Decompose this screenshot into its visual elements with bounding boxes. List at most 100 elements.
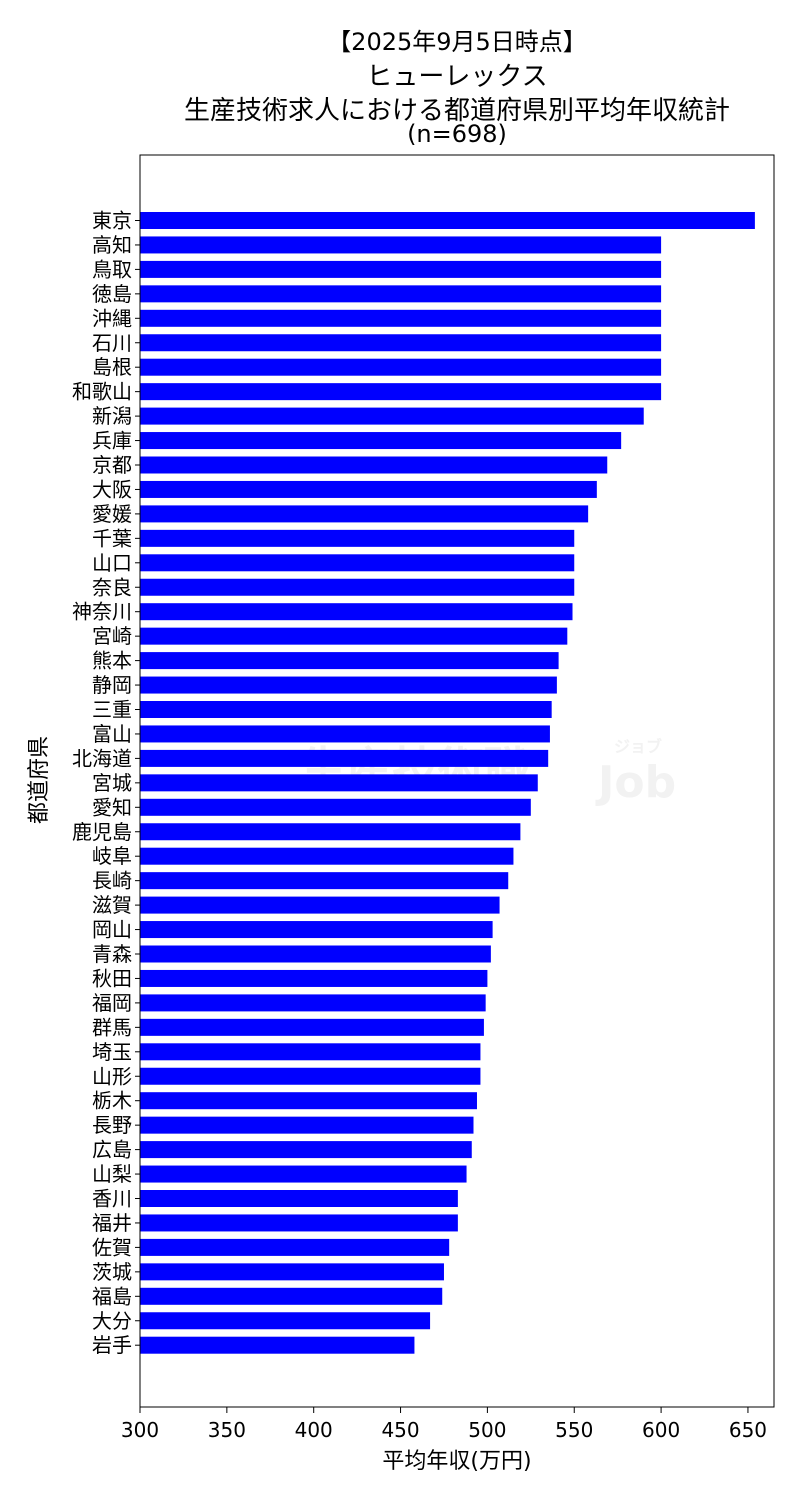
bar-岡山 [140, 921, 493, 939]
bar-福島 [140, 1287, 443, 1305]
watermark-job-text: Job [595, 757, 676, 808]
x-tick-label-300: 300 [121, 1418, 159, 1442]
y-tick-label-埼玉: 埼玉 [92, 1040, 132, 1064]
y-tick-label-鳥取: 鳥取 [92, 257, 132, 281]
bar-長野 [140, 1116, 474, 1134]
y-tick-label-千葉: 千葉 [92, 526, 132, 550]
x-tick-label-350: 350 [208, 1418, 246, 1442]
bar-高知 [140, 236, 662, 254]
bar-宮城 [140, 774, 538, 792]
bar-福岡 [140, 994, 486, 1012]
y-tick-label-島根: 島根 [92, 355, 132, 379]
y-tick-label-沖縄: 沖縄 [92, 306, 132, 330]
y-tick-label-神奈川: 神奈川 [72, 600, 132, 624]
bar-大分 [140, 1312, 431, 1330]
bar-北海道 [140, 749, 549, 767]
y-tick-label-鹿児島: 鹿児島 [72, 820, 132, 844]
bar-和歌山 [140, 383, 662, 401]
y-tick-label-奈良: 奈良 [92, 575, 132, 599]
x-tick-label-600: 600 [642, 1418, 680, 1442]
y-tick-label-静岡: 静岡 [92, 673, 132, 697]
y-tick-label-東京: 東京 [92, 209, 132, 233]
bar-鹿児島 [140, 823, 521, 841]
y-tick-label-愛知: 愛知 [92, 795, 132, 819]
bars-group [140, 212, 755, 1354]
y-tick-label-岩手: 岩手 [92, 1333, 132, 1357]
x-tick-label-500: 500 [468, 1418, 506, 1442]
y-tick-label-富山: 富山 [92, 722, 132, 746]
bar-岩手 [140, 1336, 415, 1354]
bar-青森 [140, 945, 491, 963]
bar-秋田 [140, 969, 488, 987]
bar-鳥取 [140, 260, 662, 278]
bar-愛媛 [140, 505, 589, 523]
bar-沖縄 [140, 309, 662, 327]
bar-石川 [140, 334, 662, 352]
bar-長崎 [140, 872, 509, 890]
y-tick-label-宮城: 宮城 [92, 771, 132, 795]
bar-山形 [140, 1067, 481, 1085]
y-tick-label-高知: 高知 [92, 233, 132, 257]
x-tick-label-550: 550 [555, 1418, 593, 1442]
bar-栃木 [140, 1092, 477, 1110]
bar-茨城 [140, 1263, 444, 1281]
y-tick-label-兵庫: 兵庫 [92, 429, 132, 453]
y-tick-label-栃木: 栃木 [92, 1089, 132, 1113]
x-tick-label-400: 400 [295, 1418, 333, 1442]
y-tick-label-長崎: 長崎 [92, 869, 132, 893]
chart-title-date: 【2025年9月5日時点】 [327, 28, 587, 56]
bar-熊本 [140, 652, 559, 670]
y-tick-label-群馬: 群馬 [92, 1015, 132, 1039]
bar-佐賀 [140, 1238, 450, 1256]
bar-東京 [140, 212, 755, 229]
bar-埼玉 [140, 1043, 481, 1061]
y-axis-label: 都道府県 [27, 736, 52, 824]
y-tick-label-山口: 山口 [92, 551, 132, 575]
y-tick-label-新潟: 新潟 [92, 404, 132, 428]
bar-福井 [140, 1214, 458, 1232]
y-tick-label-石川: 石川 [92, 331, 132, 355]
y-tick-label-三重: 三重 [92, 698, 132, 722]
x-axis-label: 平均年収(万円) [382, 1449, 531, 1474]
bar-広島 [140, 1141, 472, 1159]
y-tick-label-茨城: 茨城 [92, 1260, 132, 1284]
y-tick-label-佐賀: 佐賀 [92, 1235, 132, 1259]
y-tick-labels: 東京高知鳥取徳島沖縄石川島根和歌山新潟兵庫京都大阪愛媛千葉山口奈良神奈川宮崎熊本… [72, 209, 140, 1357]
bar-大阪 [140, 480, 597, 498]
bar-静岡 [140, 676, 557, 694]
bar-岐阜 [140, 847, 514, 865]
y-tick-label-青森: 青森 [92, 942, 132, 966]
bar-富山 [140, 725, 550, 743]
y-tick-label-長野: 長野 [92, 1113, 132, 1137]
y-tick-label-香川: 香川 [92, 1187, 132, 1211]
y-tick-label-福岡: 福岡 [92, 991, 132, 1015]
bar-宮崎 [140, 627, 568, 645]
chart-title-company: ヒューレックス [366, 62, 548, 92]
bar-新潟 [140, 407, 644, 425]
y-tick-label-大分: 大分 [92, 1309, 132, 1333]
y-tick-label-岐阜: 岐阜 [92, 844, 132, 868]
y-tick-label-和歌山: 和歌山 [72, 380, 132, 404]
y-tick-label-京都: 京都 [92, 453, 132, 477]
plot-area-frame [139, 154, 775, 1408]
x-axis-ticks: 300 350 400 450 500 550 600 650 [121, 1407, 767, 1442]
y-tick-label-山梨: 山梨 [92, 1162, 132, 1186]
y-tick-label-福井: 福井 [92, 1211, 132, 1235]
bar-山梨 [140, 1165, 467, 1183]
bar-奈良 [140, 578, 575, 596]
y-tick-label-滋賀: 滋賀 [92, 893, 132, 917]
y-tick-label-徳島: 徳島 [92, 282, 132, 306]
bar-神奈川 [140, 603, 573, 621]
watermark-ruby-text: ジョブ [614, 737, 662, 756]
bar-群馬 [140, 1018, 484, 1036]
bar-兵庫 [140, 432, 622, 450]
y-tick-label-熊本: 熊本 [92, 649, 132, 673]
bar-愛知 [140, 798, 531, 816]
bar-三重 [140, 701, 552, 718]
bar-滋賀 [140, 896, 500, 914]
chart-title-main: 生産技術求人における都道府県別平均年収統計 [183, 96, 730, 126]
y-tick-label-秋田: 秋田 [92, 966, 132, 990]
